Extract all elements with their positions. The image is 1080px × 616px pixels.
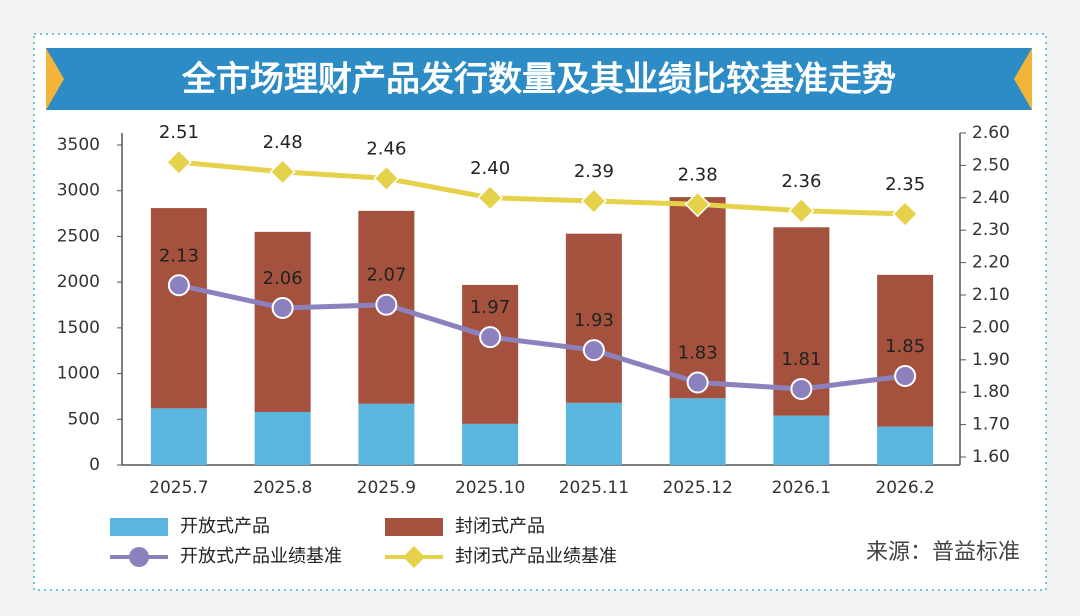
x-tick-label: 2026.1	[772, 478, 831, 498]
data-label: 1.93	[574, 310, 614, 331]
chart-title: 全市场理财产品发行数量及其业绩比较基准走势	[181, 60, 896, 100]
line-marker	[167, 274, 190, 297]
data-label: 2.39	[574, 161, 614, 182]
y2-tick-label: 2.50	[972, 155, 1010, 175]
bar-segment	[462, 423, 519, 465]
y2-tick-label: 2.20	[972, 253, 1010, 273]
bar-segment	[565, 233, 622, 403]
x-tick-label: 2025.12	[662, 478, 732, 498]
y-tick-label: 500	[68, 409, 100, 429]
y2-tick-label: 1.70	[972, 415, 1010, 435]
y2-tick-label: 2.00	[972, 317, 1010, 337]
line-marker	[479, 326, 502, 349]
line-marker	[373, 165, 400, 192]
y2-tick-label: 1.80	[972, 382, 1010, 402]
legend-swatch	[385, 518, 443, 536]
bar-segment	[669, 197, 726, 399]
bar-segment	[773, 415, 830, 465]
data-label: 2.46	[366, 138, 406, 159]
legend-label: 开放式产品业绩基准	[180, 546, 342, 567]
y-tick-label: 3500	[57, 135, 100, 155]
banner-ornament	[1014, 48, 1032, 110]
line	[178, 282, 906, 392]
x-tick-label: 2025.11	[559, 478, 629, 498]
y2-tick-label: 2.40	[972, 188, 1010, 208]
line-marker	[686, 371, 709, 394]
y2-tick-label: 1.90	[972, 350, 1010, 370]
data-label: 1.81	[781, 349, 821, 370]
line-marker	[165, 149, 192, 176]
source-note: 来源：普益标准	[866, 540, 1020, 565]
bar-segment	[877, 274, 934, 427]
legend-swatch	[110, 518, 168, 536]
bar-segment	[254, 411, 311, 465]
x-tick-label: 2025.9	[357, 478, 416, 498]
x-tick-label: 2025.10	[455, 478, 525, 498]
data-label: 2.13	[159, 245, 199, 266]
bar-segment	[877, 426, 934, 465]
line-marker	[271, 296, 294, 319]
line-marker	[684, 191, 711, 218]
data-label: 2.07	[366, 265, 406, 286]
data-label: 2.35	[885, 174, 925, 195]
y-tick-label: 1000	[57, 364, 100, 384]
line-marker	[892, 200, 919, 228]
bar-segment	[565, 402, 622, 465]
bar-segment	[358, 403, 415, 465]
data-label: 2.38	[678, 164, 718, 185]
legend-label: 封闭式产品	[455, 516, 545, 537]
bar-segment	[254, 231, 311, 412]
y-tick-label: 0	[89, 455, 100, 475]
data-label: 2.51	[159, 122, 199, 143]
x-tick-label: 2025.8	[253, 478, 312, 498]
banner-ornament	[46, 48, 64, 110]
line-marker	[582, 339, 605, 362]
y-tick-label: 2500	[57, 226, 100, 246]
line	[178, 159, 906, 217]
y-tick-label: 3000	[57, 181, 100, 201]
bar-segment	[150, 208, 207, 409]
y-tick-label: 1500	[57, 318, 100, 338]
title-banner	[46, 48, 1032, 110]
x-tick-label: 2025.7	[149, 478, 208, 498]
data-label: 2.36	[781, 171, 821, 192]
y2-tick-label: 2.60	[972, 123, 1010, 143]
data-label: 1.85	[885, 336, 925, 357]
data-label: 1.83	[678, 342, 718, 363]
legend-label: 封闭式产品业绩基准	[455, 546, 617, 567]
y-tick-label: 2000	[57, 272, 100, 292]
legend-marker	[129, 547, 149, 567]
line-marker	[790, 377, 813, 400]
line-marker	[269, 158, 296, 185]
data-label: 1.97	[470, 297, 510, 318]
bar-segment	[462, 284, 519, 424]
data-label: 2.40	[470, 158, 510, 179]
line-marker	[894, 365, 917, 387]
data-label: 2.48	[263, 132, 303, 153]
y2-tick-label: 1.60	[972, 447, 1010, 467]
line-marker	[375, 293, 398, 316]
legend-marker	[403, 546, 425, 568]
y2-tick-label: 2.30	[972, 220, 1010, 240]
y2-tick-label: 2.10	[972, 285, 1010, 305]
line-marker	[788, 197, 815, 224]
legend-label: 开放式产品	[180, 516, 270, 537]
x-tick-label: 2026.2	[875, 478, 934, 498]
bar-segment	[669, 398, 726, 465]
line-marker	[580, 187, 607, 215]
data-label: 2.06	[263, 268, 303, 289]
line-marker	[477, 184, 504, 211]
bar-segment	[150, 408, 207, 465]
